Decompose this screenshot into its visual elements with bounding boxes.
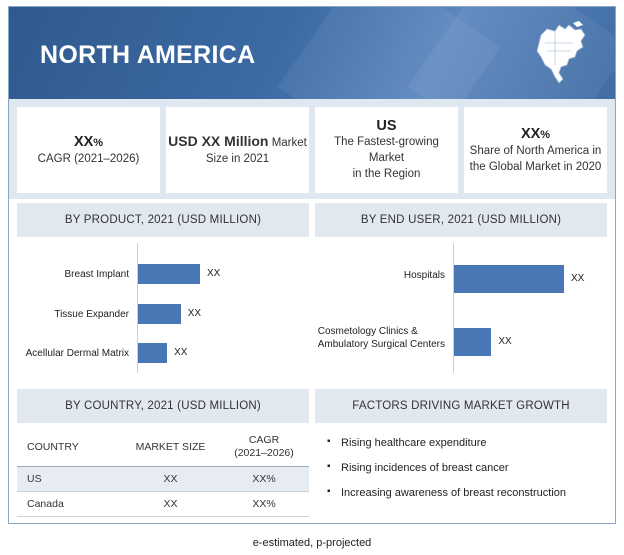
country-heading: BY COUNTRY, 2021 (USD MILLION) (17, 389, 309, 423)
kpi-size-suffix: Market (271, 137, 307, 149)
kpi-market-size: USD XX Million Market Size in 2021 (166, 107, 309, 193)
col-cagr-line-1: CAGR (248, 433, 280, 446)
kpi-share-value: XX (520, 125, 541, 142)
table-row: US XX XX% (17, 467, 309, 492)
bar-category-label: Acellular Dermal Matrix (25, 347, 129, 359)
list-item: Increasing awareness of breast reconstru… (327, 484, 566, 510)
region-banner: NORTH AMERICA (9, 7, 615, 99)
kpi-cagr: XX% CAGR (2021–2026) (17, 107, 160, 193)
kpi-fastest-label-1: The Fastest-growing Market (334, 136, 439, 164)
bar-category-label: Cosmetology Clinics & Ambulatory Surgical… (317, 326, 445, 350)
kpi-share: XX% Share of North America in the Global… (464, 107, 607, 193)
product-heading: BY PRODUCT, 2021 (USD MILLION) (17, 203, 309, 237)
table-row: Canada XX XX% (17, 492, 309, 517)
chart-axis (137, 243, 138, 373)
kpi-size-value: USD XX Million (168, 133, 269, 149)
kpi-cagr-unit: % (93, 136, 104, 149)
row-cagr: XX% (252, 497, 276, 510)
bar (454, 328, 492, 356)
factors-heading: FACTORS DRIVING MARKET GROWTH (315, 389, 607, 423)
bar (138, 304, 181, 324)
end-user-bar-chart: Hospitals XX Cosmetology Clinics & Ambulato… (315, 243, 607, 383)
kpi-share-label-2: the Global Market in 2020 (469, 160, 602, 173)
bar-value-label: XX (174, 347, 188, 358)
row-country: US (27, 473, 42, 485)
bar-category-label: Tissue Expander (54, 308, 129, 320)
col-country: COUNTRY (27, 440, 79, 453)
kpi-share-unit: % (540, 128, 551, 141)
chart-axis (453, 243, 454, 373)
kpi-share-label-1: Share of North America in (469, 144, 602, 157)
bar-value-label: XX (571, 273, 585, 284)
kpi-band: XX% CAGR (2021–2026) USD XX Million Mark… (9, 99, 615, 199)
bar (454, 265, 564, 293)
bar-value-label: XX (187, 308, 202, 319)
end-user-heading: BY END USER, 2021 (USD MILLION) (315, 203, 607, 237)
kpi-fastest-value: US (376, 118, 397, 134)
col-cagr: CAGR (2021–2026) (219, 434, 309, 460)
col-market-size: MARKET SIZE (135, 440, 206, 453)
row-country: Canada (27, 498, 64, 510)
table-header: COUNTRY MARKET SIZE CAGR (2021–2026) (17, 427, 309, 467)
row-size: XX (163, 473, 178, 485)
product-bar-chart: Breast Implant XX Tissue Expander XX Acellul… (17, 243, 309, 383)
kpi-cagr-label: CAGR (2021–2026) (37, 152, 140, 165)
bar (138, 264, 200, 284)
bar (138, 343, 168, 363)
bar-category-label: Breast Implant (64, 268, 129, 280)
list-item: Rising incidences of breast cancer (327, 459, 566, 485)
factors-list: Rising healthcare expenditure Rising inc… (327, 434, 566, 510)
row-cagr: XX% (252, 472, 276, 485)
infographic-frame: NORTH AMERICA XX% CAGR (2021–2026) USD X… (8, 6, 616, 524)
col-cagr-line-2: (2021–2026) (234, 446, 294, 459)
bar-value-label: XX (498, 336, 512, 347)
row-size: XX (163, 498, 178, 510)
kpi-fastest-label-2: in the Region (352, 168, 421, 180)
region-title: NORTH AMERICA (40, 41, 256, 69)
kpi-fastest-market: US The Fastest-growing Market in the Reg… (315, 107, 458, 193)
north-america-map-icon (536, 21, 586, 84)
footnote: e-estimated, p-projected (252, 537, 372, 549)
country-table: COUNTRY MARKET SIZE CAGR (2021–2026) US … (17, 427, 309, 517)
kpi-cagr-value: XX (73, 133, 94, 150)
bar-category-label: Hospitals (403, 269, 445, 281)
list-item: Rising healthcare expenditure (327, 434, 566, 460)
kpi-size-label: Size in 2021 (205, 153, 270, 165)
bar-value-label: XX (207, 268, 221, 279)
